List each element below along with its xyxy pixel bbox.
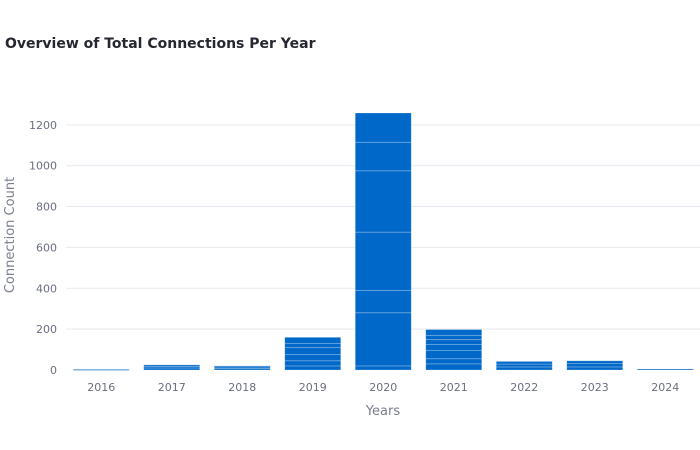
- bars: [72, 112, 694, 371]
- y-tick-label: 800: [36, 201, 57, 214]
- bar-segment-2021-1: [425, 358, 483, 365]
- bar-segment-2018-2: [213, 365, 271, 368]
- y-tick-label: 0: [50, 364, 57, 377]
- bar-segment-2020-2: [354, 289, 412, 314]
- bar-2023: [566, 360, 624, 371]
- y-tick-label: 600: [36, 241, 57, 254]
- bar-segment-2021-2: [425, 350, 483, 360]
- y-tick-labels: 0 200 400 600 800 1000 1200: [29, 119, 57, 377]
- bar-segment-2020-5: [354, 141, 412, 172]
- x-tick-labels: 2016 2017 2018 2019 2020 2021 2022 2023 2024: [87, 381, 679, 394]
- y-tick-label: 200: [36, 323, 57, 336]
- bar-2017: [143, 364, 201, 371]
- bar-segment-2020-3: [354, 231, 412, 291]
- bar-2016: [72, 369, 130, 371]
- bar-segment-2017-2: [143, 364, 201, 367]
- x-tick-label-2018: 2018: [228, 381, 256, 394]
- bar-2021: [425, 329, 483, 371]
- y-tick-label: 1000: [29, 160, 57, 173]
- x-tick-label-2019: 2019: [299, 381, 327, 394]
- bar-segment-2019-5: [284, 336, 342, 344]
- bar-segment-2019-0: [284, 365, 342, 371]
- bar-2020: [354, 112, 412, 371]
- bar-2019: [284, 336, 342, 371]
- y-axis-title: Connection Count: [3, 177, 18, 293]
- x-tick-label-2016: 2016: [87, 381, 115, 394]
- bar-segment-2019-4: [284, 343, 342, 348]
- y-tick-label: 400: [36, 282, 57, 295]
- bar-segment-2019-3: [284, 347, 342, 356]
- bar-segment-2020-1: [354, 312, 412, 367]
- bar-segment-2022-1: [495, 363, 553, 368]
- bar-segment-2020-0: [354, 365, 412, 371]
- bar-segment-2021-4: [425, 339, 483, 345]
- x-axis-title: Years: [365, 404, 401, 419]
- bar-segment-2019-1: [284, 360, 342, 367]
- bar-segment-2020-6: [354, 112, 412, 143]
- chart-title: Overview of Total Connections Per Year: [5, 36, 316, 52]
- x-tick-label-2023: 2023: [581, 381, 609, 394]
- x-tick-label-2024: 2024: [651, 381, 679, 394]
- bar-segment-2024-0: [636, 368, 694, 371]
- x-tick-label-2021: 2021: [440, 381, 468, 394]
- bar-segment-2016-0: [72, 369, 130, 371]
- bar-2024: [636, 368, 694, 371]
- bar-segment-2021-3: [425, 344, 483, 351]
- x-tick-label-2020: 2020: [369, 381, 397, 394]
- bar-segment-2022-2: [495, 361, 553, 365]
- x-tick-label-2022: 2022: [510, 381, 538, 394]
- bar-segment-2022-0: [495, 366, 553, 371]
- bar-2022: [495, 361, 553, 371]
- bar-segment-2020-4: [354, 170, 412, 233]
- y-tick-label: 1200: [29, 119, 57, 132]
- bar-segment-2023-2: [566, 360, 624, 365]
- bar-segment-2023-0: [566, 366, 624, 371]
- bar-segment-2023-1: [566, 363, 624, 368]
- bar-segment-2021-0: [425, 363, 483, 371]
- bar-segment-2021-5: [425, 334, 483, 340]
- bar-segment-2019-2: [284, 354, 342, 362]
- bar-2018: [213, 365, 271, 371]
- x-tick-label-2017: 2017: [158, 381, 186, 394]
- bar-segment-2021-6: [425, 329, 483, 336]
